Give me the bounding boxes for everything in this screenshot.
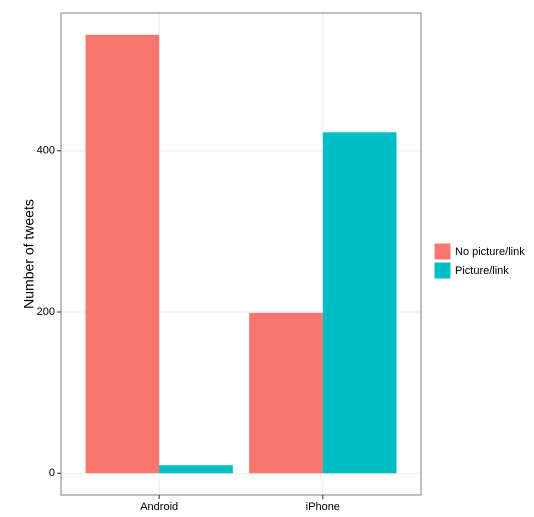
bar: [322, 132, 397, 474]
bars: [85, 34, 397, 474]
y-axis-label: Number of tweets: [21, 199, 37, 309]
y-tick-label: 400: [37, 145, 55, 157]
panel-border: [60, 12, 422, 496]
legend-label: No picture/link: [455, 246, 525, 258]
bar: [249, 312, 323, 474]
y-tick-label: 0: [49, 467, 55, 479]
legend-key: [433, 242, 452, 261]
legend-key: [433, 261, 452, 280]
bar: [159, 465, 233, 474]
x-tick-label: iPhone: [306, 501, 340, 513]
bar: [85, 34, 160, 474]
x-tick-label: Android: [140, 501, 178, 513]
legend-label: Picture/link: [455, 265, 509, 277]
y-tick-label: 200: [37, 306, 55, 318]
